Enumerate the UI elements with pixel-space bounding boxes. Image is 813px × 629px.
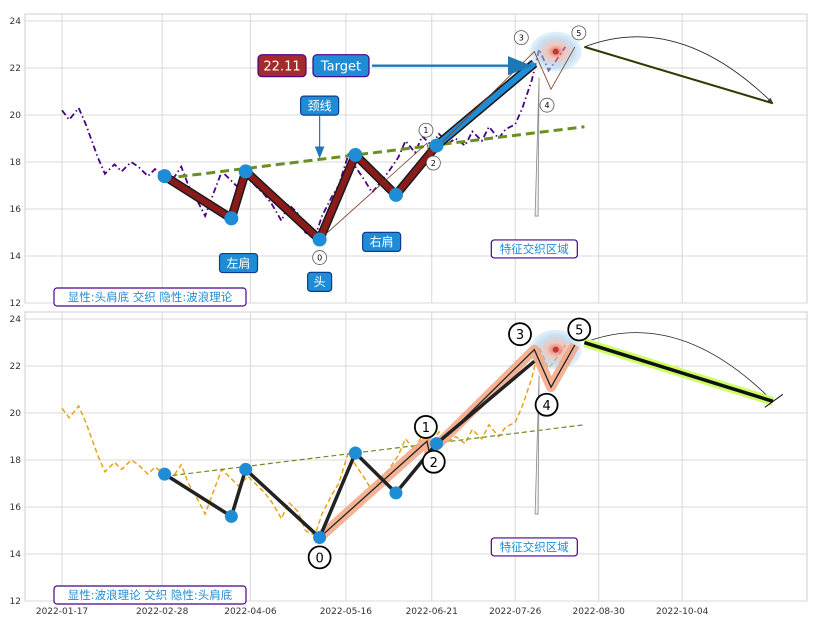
projection-line: [584, 45, 774, 105]
wave-point-marker: [425, 155, 441, 171]
head-label-box: [307, 271, 333, 292]
wave-point-marker: [413, 415, 438, 439]
y-tick-label: 14: [10, 252, 22, 262]
right-shoulder-label: 右肩: [370, 234, 394, 249]
hs-marker: [388, 187, 403, 202]
wave-point-label: 1: [422, 421, 430, 436]
projection-tick: [764, 393, 784, 408]
x-tick-label: 2022-01-17: [36, 607, 88, 617]
target-value-label: 22.11: [263, 59, 300, 74]
hs-marker: [239, 462, 253, 476]
right-shoulder-label-box: [362, 231, 402, 253]
wave-point-label: 4: [544, 101, 549, 110]
wave-point-label: 0: [317, 254, 322, 263]
feature-zone-center: [552, 346, 559, 353]
wave-point-label: 0: [315, 551, 323, 566]
y-tick-label: 22: [10, 362, 21, 372]
left-shoulder-label-box: [218, 252, 259, 274]
hs-marker: [313, 531, 327, 545]
zone-label-box: [490, 537, 578, 557]
hs-marker: [429, 138, 444, 153]
y-tick-label: 12: [10, 299, 21, 309]
hs-marker: [430, 437, 444, 451]
neckline: [164, 424, 585, 478]
y-tick-label: 14: [10, 550, 22, 560]
hs-marker: [157, 169, 172, 184]
target-label-box: [312, 54, 370, 78]
projection-line: [583, 340, 774, 403]
wave-point-label: 3: [519, 34, 524, 43]
x-tick-label: 2022-10-04: [656, 607, 709, 617]
wave-point-label: 4: [542, 399, 550, 414]
hs-marker: [348, 147, 363, 162]
wave-point-label: 5: [576, 29, 581, 38]
legend-label: 显性:波浪理论 交织 隐性:头肩底: [68, 588, 233, 602]
wave-point-label: 2: [430, 456, 438, 471]
y-tick-label: 16: [10, 503, 22, 513]
hs-marker: [224, 509, 238, 523]
legend-label-box: [53, 287, 247, 307]
zone-label: 特征交织区域: [500, 242, 569, 256]
legend-label-box: [53, 585, 247, 605]
zone-pointer: [534, 375, 540, 515]
wave-point-label: 3: [516, 328, 524, 343]
wave-point-marker: [508, 322, 532, 347]
wave-point-marker: [571, 25, 587, 41]
wave-point-marker: [567, 317, 592, 342]
feature-zone-center: [552, 48, 559, 55]
zone-label: 特征交织区域: [500, 540, 569, 554]
hs-marker: [238, 164, 253, 179]
y-tick-label: 12: [10, 597, 21, 607]
neckline: [164, 125, 585, 180]
wave-point-marker: [539, 97, 555, 113]
projection-arc: [584, 332, 774, 402]
y-tick-label: 22: [10, 64, 21, 74]
wave-line: [319, 344, 576, 539]
y-tick-label: 16: [10, 205, 22, 215]
neckline-label-box: [300, 95, 340, 116]
wave-point-marker: [534, 392, 559, 417]
wave-point-label: 1: [423, 126, 428, 135]
x-tick-label: 2022-08-30: [573, 607, 626, 617]
target-value-label-box: [257, 54, 307, 78]
wave-point-marker: [312, 250, 328, 265]
head-label: 头: [314, 275, 326, 289]
hs-marker: [158, 467, 172, 481]
left-shoulder-label: 左肩: [227, 255, 251, 270]
hs-pattern-line: [162, 61, 537, 243]
y-tick-label: 18: [10, 456, 22, 466]
x-tick-label: 2022-04-06: [224, 607, 277, 617]
wave-point-marker: [307, 545, 332, 570]
hs-marker: [389, 486, 403, 500]
projection-arc: [584, 36, 774, 104]
hs-marker: [348, 446, 362, 460]
target-label: Target: [320, 59, 361, 74]
zone-label-box: [490, 239, 578, 259]
x-tick-label: 2022-05-16: [320, 607, 373, 617]
plot-area: [24, 13, 808, 304]
wave-line: [319, 46, 576, 240]
hs-marker: [224, 211, 239, 226]
y-tick-label: 20: [10, 111, 22, 121]
wave-point-marker: [513, 30, 529, 45]
y-tick-label: 24: [10, 315, 22, 325]
x-tick-label: 2022-06-21: [406, 607, 458, 617]
wave-point-label: 2: [431, 159, 436, 168]
x-tick-label: 2022-07-26: [489, 607, 542, 617]
y-tick-label: 24: [10, 17, 22, 27]
wave-point-marker: [421, 449, 446, 474]
legend-label: 显性:头肩底 交织 隐性:波浪理论: [68, 290, 233, 304]
wave-point-marker: [418, 122, 434, 138]
hs-marker: [312, 232, 327, 247]
x-tick-label: 2022-02-28: [136, 607, 189, 617]
neckline-label: 颈线: [308, 99, 332, 113]
y-tick-label: 20: [10, 409, 22, 419]
wave-point-label: 5: [575, 323, 583, 338]
zone-pointer: [534, 77, 540, 217]
y-tick-label: 18: [10, 158, 22, 168]
